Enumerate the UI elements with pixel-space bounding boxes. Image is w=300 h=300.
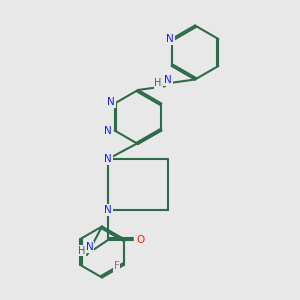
Text: N: N bbox=[85, 242, 93, 252]
Text: H: H bbox=[154, 78, 162, 88]
Text: N: N bbox=[104, 125, 112, 136]
Text: F: F bbox=[114, 261, 119, 271]
Text: O: O bbox=[136, 235, 144, 245]
Text: N: N bbox=[164, 75, 172, 85]
Text: N: N bbox=[104, 205, 112, 215]
Text: N: N bbox=[166, 34, 174, 44]
Text: N: N bbox=[107, 97, 115, 107]
Text: H: H bbox=[78, 245, 85, 256]
Text: N: N bbox=[104, 154, 112, 164]
